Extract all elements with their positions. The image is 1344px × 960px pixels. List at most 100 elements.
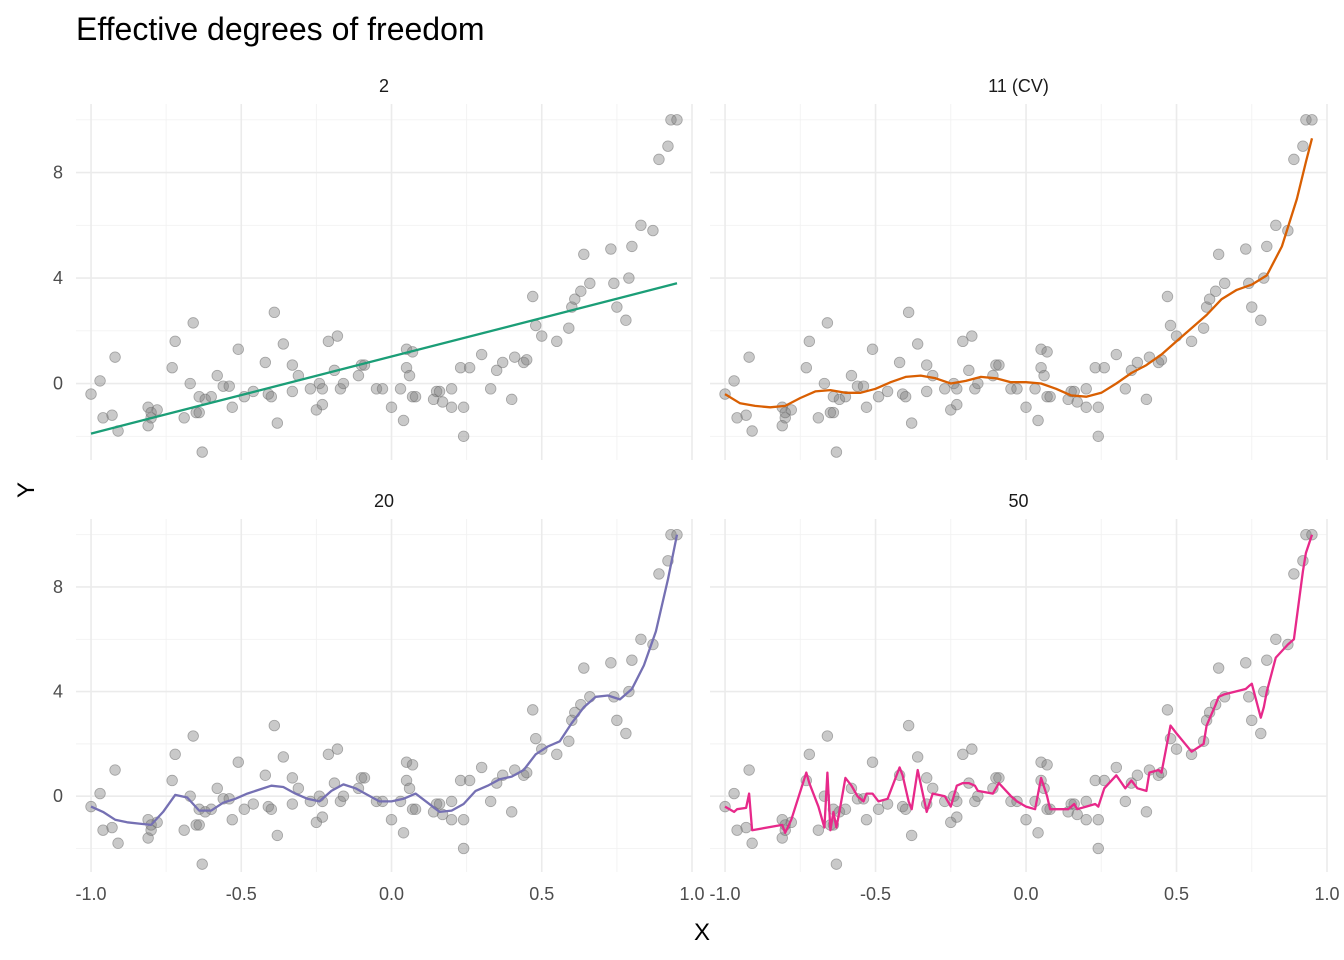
data-point [951, 811, 963, 823]
data-point [1032, 827, 1044, 839]
data-point [223, 380, 235, 392]
data-point [406, 391, 419, 403]
data-point [316, 811, 329, 823]
data-point [821, 730, 834, 742]
data-point [620, 314, 632, 326]
facet-panel: 50 -1.0 -0.5 0.0 0.5 1.0 [710, 491, 1340, 904]
x-tick-label: -0.5 [226, 884, 257, 904]
data-point [268, 719, 281, 732]
data-point [939, 383, 951, 395]
data-point [1212, 662, 1225, 674]
data-point [496, 356, 509, 369]
data-point [226, 401, 238, 413]
data-point [785, 404, 797, 416]
data-point [370, 383, 383, 395]
facet-panel: 11 (CV) [710, 76, 1328, 460]
data-point [313, 377, 326, 390]
data-point [445, 795, 458, 808]
data-point [109, 764, 121, 776]
y-tick-label: 8 [53, 163, 63, 183]
data-point [445, 383, 458, 395]
data-point [385, 814, 398, 826]
data-point [881, 385, 894, 398]
data-point [376, 383, 389, 395]
data-point [1197, 322, 1210, 334]
data-point [1240, 657, 1252, 669]
data-point [728, 787, 740, 800]
data-point [584, 277, 596, 290]
data-point [731, 412, 743, 424]
data-point [400, 756, 413, 768]
data-point [635, 219, 647, 232]
data-point [969, 795, 981, 808]
data-point [1035, 756, 1047, 768]
data-point [1089, 362, 1101, 374]
data-point [286, 798, 299, 810]
x-axis-title: X [694, 919, 710, 946]
data-point [1011, 383, 1023, 395]
data-point [409, 391, 422, 403]
data-point [872, 803, 885, 815]
data-point [169, 748, 181, 761]
data-point [740, 821, 752, 834]
data-point [406, 759, 419, 771]
data-point [1255, 727, 1267, 740]
data-point [872, 391, 885, 403]
data-point [259, 356, 272, 369]
data-point [463, 774, 476, 787]
data-point [527, 704, 539, 716]
data-point [575, 698, 587, 711]
data-point [551, 748, 563, 761]
data-point [463, 362, 476, 374]
data-point [457, 401, 470, 413]
data-point [905, 417, 918, 429]
data-point [578, 248, 590, 261]
data-point [403, 782, 416, 795]
data-point [304, 383, 317, 395]
data-point [106, 409, 118, 421]
data-point [575, 285, 587, 297]
data-point [193, 406, 205, 419]
data-point [334, 383, 347, 395]
data-point [1035, 343, 1047, 355]
facet-strip-label: 11 (CV) [988, 76, 1049, 96]
data-point [271, 417, 284, 429]
data-point [671, 114, 683, 126]
data-point [506, 393, 518, 406]
data-point [893, 356, 906, 369]
data-point [851, 380, 864, 392]
data-point [1218, 277, 1231, 290]
data-point [530, 732, 542, 745]
data-point [475, 761, 488, 774]
data-point [166, 774, 178, 787]
data-point [334, 795, 347, 808]
data-point [731, 824, 743, 836]
data-point [1119, 795, 1132, 808]
data-point [331, 743, 344, 755]
data-point [899, 391, 912, 403]
data-point [193, 391, 205, 403]
data-point [1212, 248, 1225, 261]
data-point [454, 362, 467, 374]
facet-panel: 20 0 4 8 -1.0 -0.5 0.0 0.5 1.0 [53, 491, 705, 904]
data-point [232, 343, 244, 355]
data-point [1270, 219, 1282, 232]
data-point [1243, 691, 1255, 703]
data-point [1032, 414, 1044, 427]
data-point [1164, 319, 1177, 332]
y-axis-title: Y [13, 482, 40, 498]
data-point [1300, 114, 1312, 126]
data-point [433, 385, 446, 398]
data-point [265, 391, 278, 403]
data-point [530, 319, 542, 332]
data-point [1288, 153, 1300, 166]
data-point [1119, 383, 1132, 395]
data-point [196, 858, 208, 870]
data-point [569, 293, 581, 305]
data-point [352, 369, 365, 382]
data-point [839, 803, 852, 815]
data-point [563, 735, 575, 747]
data-point [746, 425, 758, 437]
data-point [226, 814, 238, 826]
